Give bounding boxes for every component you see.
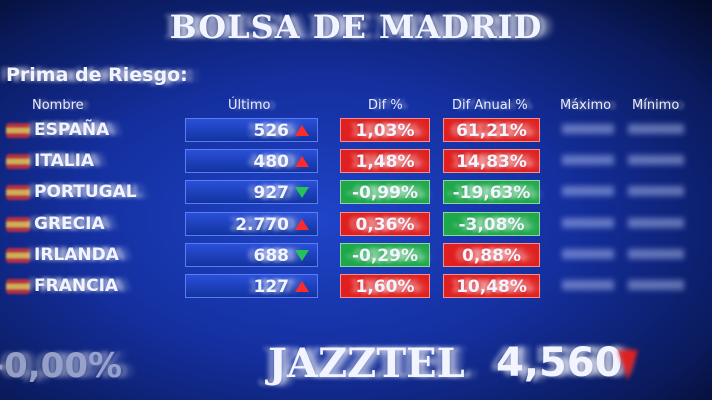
ticker-change: -0,00% [0,346,123,386]
last-value-cell: 688 [185,243,318,267]
annual-cell: 14,83% [443,149,540,173]
trend-arrow [295,281,309,292]
flag [6,279,30,294]
last-value-cell: 2.770 [185,212,318,236]
table-row: ITALIA 480 1,48% 14,83% [0,149,712,175]
section-title: Prima de Riesgo: [6,64,188,86]
blurred-min [628,186,684,196]
country-name: PORTUGAL [34,182,137,202]
annual-cell: -19,63% [443,180,540,204]
blurred-min [628,155,684,165]
blurred-max [562,186,614,196]
blurred-max [562,249,614,259]
last-value: 526 [253,121,290,141]
blurred-min [628,218,684,228]
trend-arrow [295,156,309,167]
table-row: IRLANDA 688 -0,29% 0,88% [0,243,712,269]
blurred-max [562,155,614,165]
ticker-price: 4,560 [496,340,623,386]
ticker-arrow [618,350,638,380]
country-name: IRLANDA [34,245,119,265]
table-row: FRANCIA 127 1,60% 10,48% [0,274,712,300]
annual-cell: 61,21% [443,118,540,142]
column-header: Mínimo [632,98,680,113]
last-value-cell: 127 [185,274,318,298]
annual-cell: 10,48% [443,274,540,298]
trend-arrow [295,125,309,136]
trend-arrow [295,250,309,261]
blurred-min [628,280,684,290]
blurred-max [562,124,614,134]
last-value: 480 [253,152,290,172]
last-value: 2.770 [235,215,289,235]
column-header: Dif Anual % [452,98,528,113]
annual-cell: -3,08% [443,212,540,236]
blurred-max [562,280,614,290]
table-row: GRECIA 2.770 0,36% -3,08% [0,212,712,238]
column-header: Máximo [560,98,612,113]
country-name: ESPAÑA [34,120,110,140]
dif-cell: 1,60% [340,274,430,298]
column-header: Último [228,98,271,113]
trend-arrow [295,219,309,230]
table-row: ESPAÑA 526 1,03% 61,21% [0,118,712,144]
dif-cell: 1,03% [340,118,430,142]
country-name: FRANCIA [34,276,119,296]
dif-cell: 1,48% [340,149,430,173]
annual-cell: 0,88% [443,243,540,267]
flag [6,123,30,138]
flag [6,185,30,200]
blurred-min [628,124,684,134]
column-header: Nombre [32,98,84,113]
country-name: ITALIA [34,151,95,171]
flag [6,217,30,232]
table-row: PORTUGAL 927 -0,99% -19,63% [0,180,712,206]
title: BOLSA DE MADRID [169,8,543,46]
blurred-min [628,249,684,259]
last-value-cell: 480 [185,149,318,173]
last-value-cell: 526 [185,118,318,142]
trend-arrow [295,187,309,198]
last-value-cell: 927 [185,180,318,204]
ticker-name: JAZZTEL [268,340,465,387]
flag [6,248,30,263]
column-header: Dif % [368,98,403,113]
dif-cell: -0,29% [340,243,430,267]
flag [6,154,30,169]
last-value: 688 [253,246,290,266]
country-name: GRECIA [34,214,105,234]
last-value: 927 [253,183,290,203]
dif-cell: -0,99% [340,180,430,204]
last-value: 127 [253,277,290,297]
dif-cell: 0,36% [340,212,430,236]
blurred-max [562,218,614,228]
